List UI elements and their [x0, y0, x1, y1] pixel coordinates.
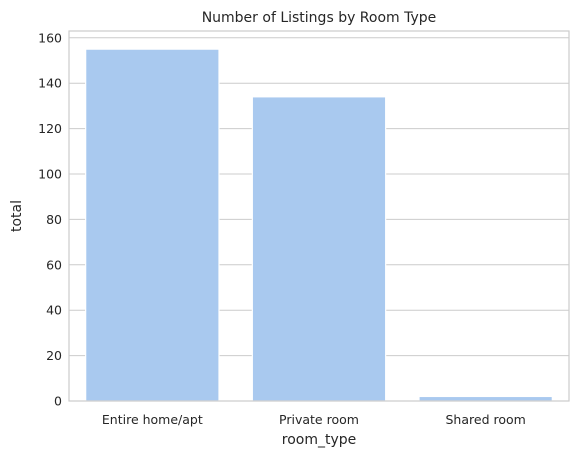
y-tick-label: 0: [54, 394, 62, 409]
y-axis-label: total: [9, 200, 25, 232]
y-tick-label: 60: [46, 257, 62, 272]
y-tick-label: 80: [46, 212, 62, 227]
y-tick-label: 40: [46, 303, 62, 318]
x-tick-labels: Entire home/apt Private room Shared room: [102, 412, 526, 427]
x-tick-label: Entire home/apt: [102, 412, 203, 427]
bar: [85, 48, 220, 402]
x-tick-label: Shared room: [446, 412, 526, 427]
y-tick-label: 160: [38, 30, 62, 45]
x-axis-label: room_type: [282, 432, 357, 448]
plot-frame: [68, 30, 570, 402]
y-tick-label: 20: [46, 348, 62, 363]
chart-title: Number of Listings by Room Type: [202, 10, 437, 26]
y-tick-label: 120: [38, 121, 62, 136]
y-tick-labels: 0 20 40 60 80 100 120 140 160: [38, 30, 62, 408]
bar: [418, 395, 553, 402]
bar: [251, 96, 387, 402]
y-tick-label: 100: [38, 167, 62, 182]
bars: [85, 48, 553, 402]
y-tick-label: 140: [38, 76, 62, 91]
x-tick-label: Private room: [279, 412, 359, 427]
